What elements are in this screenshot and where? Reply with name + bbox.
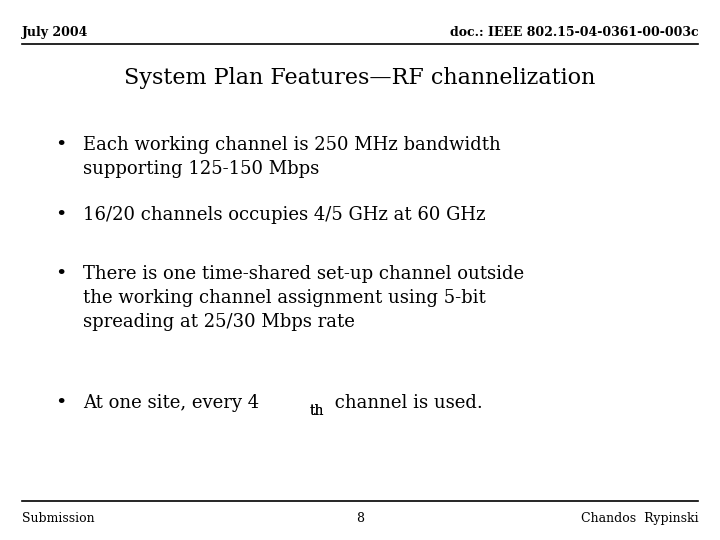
Text: July 2004: July 2004 [22, 26, 88, 39]
Text: the working channel assignment using 5-bit: the working channel assignment using 5-b… [83, 289, 485, 307]
Text: At one site, every 4: At one site, every 4 [83, 394, 259, 412]
Text: •: • [55, 136, 67, 154]
Text: 8: 8 [356, 512, 364, 525]
Text: doc.: IEEE 802.15-04-0361-00-003c: doc.: IEEE 802.15-04-0361-00-003c [450, 26, 698, 39]
Text: supporting 125-150 Mbps: supporting 125-150 Mbps [83, 160, 319, 178]
Text: Submission: Submission [22, 512, 94, 525]
Text: spreading at 25/30 Mbps rate: spreading at 25/30 Mbps rate [83, 313, 355, 332]
Text: 16/20 channels occupies 4/5 GHz at 60 GHz: 16/20 channels occupies 4/5 GHz at 60 GH… [83, 206, 485, 224]
Text: •: • [55, 206, 67, 224]
Text: channel is used.: channel is used. [329, 394, 482, 412]
Text: th: th [310, 404, 325, 418]
Text: •: • [55, 394, 67, 412]
Text: th: th [310, 404, 325, 418]
Text: System Plan Features—RF channelization: System Plan Features—RF channelization [125, 68, 595, 89]
Text: Chandos  Rypinski: Chandos Rypinski [581, 512, 698, 525]
Text: Each working channel is 250 MHz bandwidth: Each working channel is 250 MHz bandwidt… [83, 136, 500, 154]
Text: •: • [55, 265, 67, 282]
Text: There is one time-shared set-up channel outside: There is one time-shared set-up channel … [83, 265, 524, 282]
